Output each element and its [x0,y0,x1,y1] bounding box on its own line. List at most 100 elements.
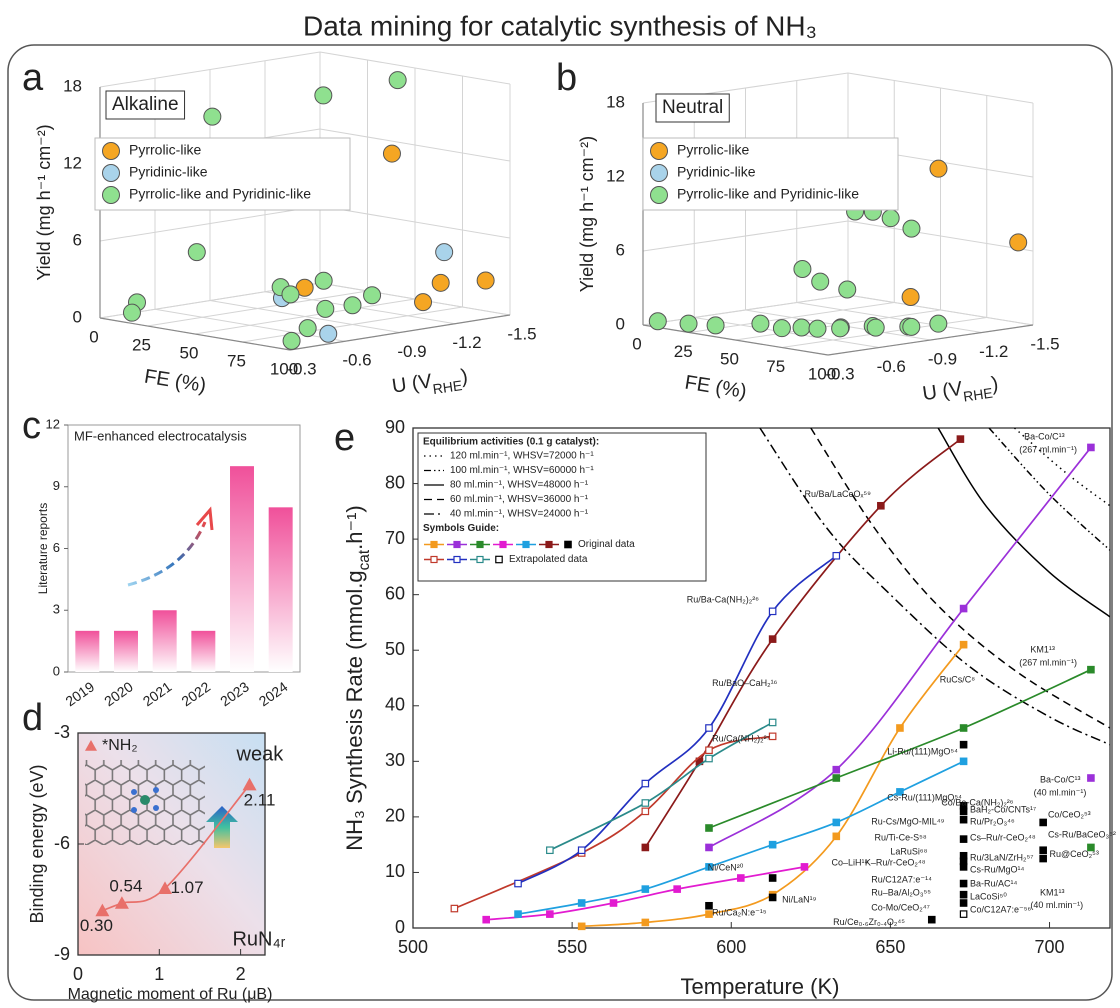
annotation: Ni/CeN²⁰ [708,862,744,872]
annotation: Ru/Pr₂O₃⁴⁶ [970,816,1015,826]
y-tick-label: -1.2 [452,333,481,352]
n-atom [153,805,159,811]
data-point [960,758,966,764]
legend-swatch [546,542,552,548]
data-point [903,318,920,335]
legend-label: Pyrrolic-like and Pyridinic-like [677,186,859,202]
annotation: (267 ml.min⁻¹) [1019,445,1077,455]
annotation: K–Ru/r-CeO₂⁴⁸ [865,857,926,867]
annotation: Co/CeO₂⁵³ [1048,810,1091,820]
x-tick-label: 500 [398,937,428,957]
text-part: .h⁻¹) [342,505,367,550]
annotation: LaCoSi⁵⁰ [970,891,1007,901]
annotation: RuN₄ᵣ [232,928,285,950]
bar [153,610,177,672]
data-point [960,725,966,731]
annotation: KM1¹³ [1030,645,1055,655]
data-point [642,800,648,806]
annotation: Ba-Co/C¹³ [1024,431,1065,441]
data-point [769,636,775,642]
legend-label: Pyrrolic-like [677,142,750,158]
data-point [839,281,856,298]
z-axis-label: Yield (mg h⁻¹ cm⁻²) [34,124,54,280]
legend-swatch [477,542,483,548]
point-label: 0.54 [109,877,142,896]
data-point [451,905,457,911]
annotation: Cs-Ru/MgO¹⁴ [970,865,1025,875]
legend-swatch [651,187,668,204]
legend-swatch [103,187,120,204]
y-tick-label: 90 [385,417,405,437]
y-tick-label: 20 [385,806,405,826]
y-tick-label: -3 [54,722,70,742]
data-point [1040,847,1046,853]
annotation: BaH₂-Co/CNTs¹⁷ [970,805,1036,815]
y-axis-label: Binding energy (eV) [27,764,47,923]
data-point [477,272,494,289]
annotation: Ru/Ba-Ca(NH₂)₂²⁶ [687,595,759,605]
annotation: weak [236,743,285,765]
data-point [344,297,361,314]
z-tick-label: 6 [73,230,82,249]
legend-label: 120 ml.min⁻¹, WHSV=72000 h⁻¹ [450,451,594,462]
annotation: Ru-Cs/MgO-MIL⁴⁹ [871,816,944,826]
y-tick-label: 10 [385,861,405,881]
y-tick-label: 12 [46,416,60,431]
data-point [769,719,775,725]
data-point [769,841,775,847]
data-point [960,900,966,906]
legend-label: Extrapolated data [509,554,588,565]
data-point [960,741,966,747]
data-point [903,220,920,237]
data-point [833,766,839,772]
data-point [674,886,680,892]
data-point [769,875,775,881]
legend-swatch [500,542,506,548]
data-point [706,844,712,850]
data-point [642,844,648,850]
data-point [707,317,724,334]
legend-swatch [477,557,483,563]
legend-swatch [523,542,529,548]
y-tick-label: 3 [53,602,60,617]
legend-label: Pyrrolic-like [129,142,202,158]
y-tick-label: -0.9 [397,342,426,361]
data-point [383,145,400,162]
y-tick-label: 9 [53,478,60,493]
y-tick-label: -1.5 [1030,334,1059,353]
data-point [882,210,899,227]
data-point [773,320,790,337]
y-tick-label: -1.2 [979,342,1008,361]
data-point [738,875,744,881]
legend-swatch [496,556,502,562]
data-point [320,325,337,342]
data-point [188,244,205,261]
data-point [833,775,839,781]
x-tick-label: 75 [227,351,246,370]
z-axis-label: Yield (mg h⁻¹ cm⁻²) [577,136,597,292]
data-point [960,891,966,897]
data-point [957,436,963,442]
data-point [1088,444,1094,450]
data-point [960,880,966,886]
data-point [793,319,810,336]
data-point [282,286,299,303]
y-tick-label: -1.5 [507,324,536,343]
annotation: KM1¹³ [1040,887,1065,897]
annotation: Ru/3LaN/ZrH₂⁵⁷ [970,852,1033,862]
annotation: (40 ml.min⁻¹) [1030,900,1083,910]
x-tick-label: 25 [674,342,693,361]
data-point [878,503,884,509]
data-point [204,108,221,125]
data-point [1088,775,1094,781]
legend-label: 100 ml.min⁻¹, WHSV=60000 h⁻¹ [450,465,594,476]
legend-swatch [565,541,571,547]
figure: Data mining for catalytic synthesis of N… [0,0,1120,1008]
panel-title: MF-enhanced electrocatalysis [74,428,247,443]
data-point [769,608,775,614]
data-point [483,916,489,922]
point-label: 2.11 [244,790,276,809]
data-point [960,641,966,647]
y-tick-label: -6 [54,833,70,853]
legend-label: Pyrrolic-like and Pyridinic-like [129,186,311,202]
